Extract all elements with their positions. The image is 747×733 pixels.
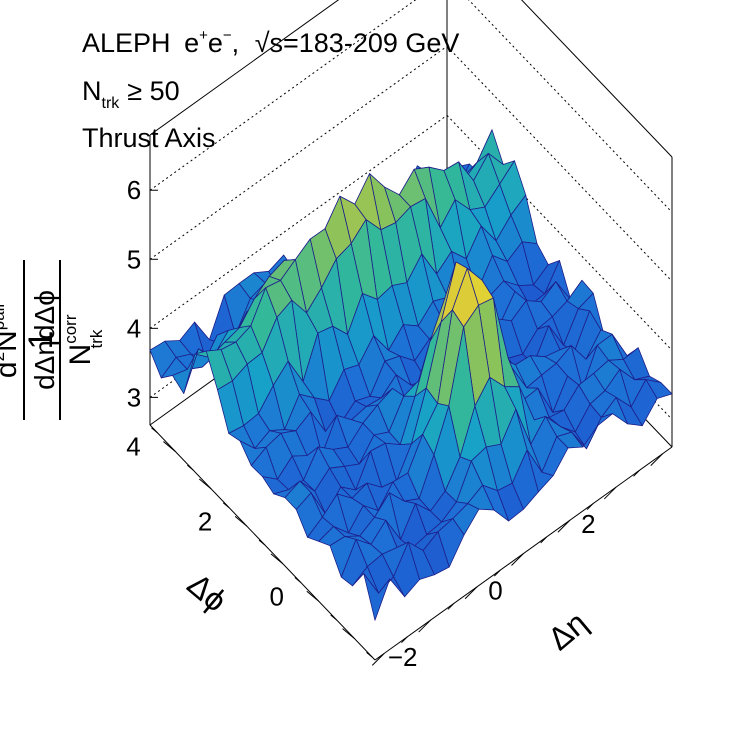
surface-mesh bbox=[149, 129, 673, 621]
beam-plus: + bbox=[199, 27, 208, 44]
axes: −2 0 2 0 2 4 3 4 5 6 bbox=[126, 175, 673, 672]
annotation-axis: Thrust Axis bbox=[82, 123, 216, 153]
z-grid-right bbox=[446, 114, 673, 351]
x-tick bbox=[371, 652, 385, 666]
y-tick-label: 2 bbox=[198, 506, 212, 536]
x-tick bbox=[650, 453, 664, 467]
x-tick bbox=[557, 519, 571, 533]
y-tick-label: 4 bbox=[126, 432, 140, 462]
z-grid-left bbox=[149, 0, 417, 191]
x-axis-label: Δη bbox=[541, 604, 594, 657]
svg-text:d2Npair: d2Npair bbox=[0, 302, 23, 379]
box-edge-top-left bbox=[149, 0, 340, 136]
x-tick bbox=[603, 486, 617, 500]
z-tick-label: 4 bbox=[127, 313, 141, 343]
x-tick bbox=[511, 553, 524, 566]
y-tick bbox=[187, 464, 194, 471]
z-grid-right bbox=[446, 45, 673, 282]
y-tick bbox=[258, 539, 266, 546]
y-tick bbox=[306, 590, 320, 602]
x-tick bbox=[633, 469, 640, 477]
x-tick bbox=[586, 503, 594, 510]
z-tick-label: 6 bbox=[127, 175, 141, 205]
svg-text:1: 1 bbox=[22, 331, 60, 350]
y-tick bbox=[342, 628, 355, 640]
y-axis-label: Δϕ bbox=[181, 566, 234, 619]
y-tick bbox=[294, 577, 302, 583]
y-tick bbox=[270, 553, 284, 565]
svg-text:dΔηdΔϕ: dΔηdΔϕ bbox=[29, 290, 60, 390]
box-edge-top-right bbox=[520, 0, 673, 158]
x-tick bbox=[493, 569, 501, 577]
z-grid-left bbox=[149, 45, 448, 260]
y-tick bbox=[198, 478, 212, 490]
y-tick bbox=[163, 441, 176, 452]
x-tick-label: −2 bbox=[388, 642, 418, 672]
y-tick bbox=[151, 427, 158, 434]
z-grid-left bbox=[149, 114, 448, 329]
x-tick bbox=[401, 636, 408, 644]
annotation-experiment: ALEPH e+e−, √s=183-209 GeV bbox=[82, 27, 459, 58]
z-tick-label: 5 bbox=[127, 244, 141, 274]
y-tick bbox=[222, 502, 230, 509]
y-tick bbox=[330, 614, 337, 621]
y-tick bbox=[366, 651, 373, 658]
x-tick-label: 0 bbox=[488, 576, 502, 606]
x-tick bbox=[447, 603, 455, 610]
y-tick-label: 0 bbox=[270, 581, 284, 611]
y-tick bbox=[234, 516, 248, 527]
z-grid-right bbox=[468, 0, 673, 213]
x-tick bbox=[418, 619, 432, 633]
x-tick-label: 2 bbox=[581, 509, 595, 539]
surface-cell bbox=[363, 573, 391, 621]
x-tick bbox=[464, 586, 478, 600]
annotation-ntrk: Ntrk ≥ 50 bbox=[82, 76, 180, 112]
x-tick bbox=[540, 536, 548, 544]
z-tick-label: 3 bbox=[127, 382, 141, 412]
